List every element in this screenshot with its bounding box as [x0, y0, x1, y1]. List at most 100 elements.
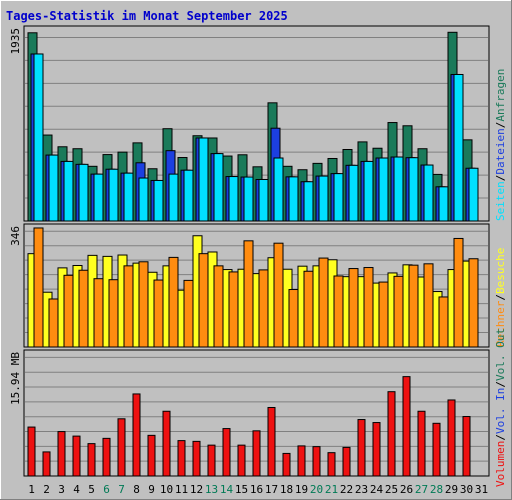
- middle-bar-rechner-day-19: [303, 270, 314, 348]
- x-tick-label-day-6: 6: [103, 483, 110, 496]
- top-bar-seiten-day-30: [468, 167, 479, 222]
- middle-bar-rechner-day-4: [78, 269, 89, 348]
- top-bar-seiten-day-29: [453, 73, 464, 222]
- top-bar-seiten-day-26: [408, 157, 419, 222]
- x-tick-label-day-14: 14: [220, 483, 234, 496]
- x-tick-label-day-8: 8: [133, 483, 140, 496]
- bottom-bar-volumen-day-1: [27, 426, 36, 477]
- chart-title: Tages-Statistik im Monat September 2025: [6, 9, 288, 23]
- bottom-bar-volumen-day-7: [117, 418, 126, 477]
- top-bar-seiten-day-7: [123, 172, 134, 222]
- bottom-bar-volumen-day-20: [312, 446, 321, 477]
- middle-legend: Rechner/Besuche: [494, 248, 507, 347]
- x-tick-label-day-19: 19: [295, 483, 308, 496]
- middle-bar-rechner-day-18: [288, 289, 299, 348]
- middle-bar-rechner-day-21: [333, 275, 344, 348]
- top-bar-seiten-day-10: [168, 173, 179, 222]
- x-tick-label-day-10: 10: [160, 483, 173, 496]
- middle-ymax-label: 346: [9, 226, 22, 246]
- bottom-bar-volumen-day-4: [72, 435, 81, 477]
- x-tick-label-day-2: 2: [43, 483, 50, 496]
- x-tick-label-day-15: 15: [235, 483, 248, 496]
- x-tick-label-day-28: 28: [430, 483, 443, 496]
- legend-volumen: Volumen: [494, 441, 507, 487]
- x-tick-label-day-1: 1: [28, 483, 35, 496]
- top-bar-seiten-day-6: [108, 168, 119, 222]
- bottom-legend-separator: /: [494, 434, 507, 441]
- middle-bar-rechner-day-30: [468, 258, 479, 348]
- bottom-bar-volumen-day-24: [372, 422, 381, 477]
- top-legend-separator: /: [494, 175, 507, 182]
- top-legend-separator: /: [494, 122, 507, 129]
- bottom-bar-volumen-day-29: [447, 399, 456, 477]
- x-tick-label-day-25: 25: [385, 483, 398, 496]
- middle-bar-rechner-day-23: [363, 267, 374, 348]
- top-bar-seiten-day-18: [288, 176, 299, 222]
- top-bar-seiten-day-25: [393, 156, 404, 222]
- bottom-bar-volumen-day-17: [267, 406, 276, 477]
- middle-bar-rechner-day-24: [378, 281, 389, 348]
- top-bar-seiten-day-17: [273, 157, 284, 222]
- x-tick-label-day-9: 9: [148, 483, 155, 496]
- top-bar-seiten-day-2: [48, 154, 59, 222]
- bottom-bar-volumen-day-8: [132, 393, 141, 477]
- x-tick-label-day-27: 27: [415, 483, 428, 496]
- bottom-bar-volumen-day-13: [207, 444, 216, 477]
- middle-bar-rechner-day-10: [168, 256, 179, 348]
- bottom-bar-volumen-day-21: [327, 452, 336, 477]
- middle-bar-rechner-day-6: [108, 279, 119, 348]
- plot-area: 1935 346 15.94 MB: [9, 25, 490, 477]
- x-tick-label-day-11: 11: [175, 483, 188, 496]
- bottom-bar-volumen-day-19: [297, 445, 306, 477]
- middle-bar-rechner-day-29: [453, 237, 464, 348]
- x-tick-label-day-21: 21: [325, 483, 338, 496]
- middle-bar-rechner-day-17: [273, 242, 284, 348]
- x-tick-label-day-26: 26: [400, 483, 413, 496]
- middle-bar-rechner-day-13: [213, 265, 224, 348]
- middle-bar-rechner-day-7: [123, 265, 134, 348]
- bottom-bar-volumen-day-27: [417, 410, 426, 477]
- middle-bar-rechner-day-20: [318, 257, 329, 348]
- bottom-bar-volumen-day-11: [177, 440, 186, 477]
- bottom-bar-volumen-day-12: [192, 440, 201, 477]
- top-bar-seiten-day-5: [93, 173, 104, 222]
- middle-bar-rechner-day-25: [393, 275, 404, 348]
- legend-rechner: Rechner: [494, 300, 507, 347]
- x-tick-label-day-5: 5: [88, 483, 95, 496]
- x-tick-label-day-18: 18: [280, 483, 293, 496]
- top-bar-seiten-day-8: [138, 177, 149, 222]
- middle-bar-rechner-day-12: [198, 253, 209, 348]
- middle-bar-rechner-day-27: [423, 263, 434, 348]
- top-bar-seiten-day-22: [348, 164, 359, 222]
- x-tick-label-day-29: 29: [445, 483, 458, 496]
- top-bar-seiten-day-28: [438, 186, 449, 222]
- top-bar-seiten-day-21: [333, 173, 344, 222]
- middle-bar-rechner-day-22: [348, 268, 359, 348]
- bottom-bar-volumen-day-30: [462, 416, 471, 477]
- legend-anfragen: Anfragen: [494, 69, 507, 122]
- bottom-bar-volumen-day-28: [432, 422, 441, 477]
- bottom-bar-volumen-day-10: [162, 410, 171, 477]
- top-bar-seiten-day-12: [198, 137, 209, 222]
- x-tick-label-day-13: 13: [205, 483, 218, 496]
- x-tick-label-day-17: 17: [265, 483, 278, 496]
- legend-dateien: Dateien: [494, 128, 507, 174]
- top-bar-seiten-day-16: [258, 178, 269, 222]
- top-bar-seiten-day-3: [63, 160, 74, 222]
- top-bar-seiten-day-1: [33, 53, 44, 222]
- x-tick-label-day-3: 3: [58, 483, 65, 496]
- bottom-bar-volumen-day-26: [402, 376, 411, 477]
- bottom-bar-volumen-day-2: [42, 451, 51, 477]
- legend-vol-out: Vol. Out: [494, 328, 507, 381]
- x-tick-label-day-4: 4: [73, 483, 80, 496]
- top-bar-seiten-day-11: [183, 169, 194, 222]
- middle-bar-rechner-day-11: [183, 279, 194, 348]
- top-bar-seiten-day-23: [363, 160, 374, 222]
- top-bar-seiten-day-13: [213, 153, 224, 222]
- x-tick-label-day-24: 24: [370, 483, 384, 496]
- middle-bar-rechner-day-16: [258, 269, 269, 348]
- bottom-bar-volumen-day-18: [282, 452, 291, 477]
- middle-bar-rechner-day-8: [138, 261, 149, 348]
- bottom-ymax-label: 15.94 MB: [9, 352, 22, 405]
